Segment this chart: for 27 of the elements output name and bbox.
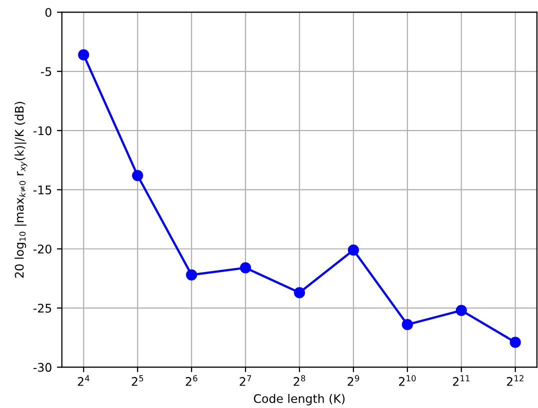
y-tick-label: -20	[33, 244, 52, 254]
x-tick-label: 2$^{10}$	[399, 375, 416, 386]
point	[132, 170, 144, 182]
x-tick-label: 2$^{4}$	[78, 375, 90, 386]
y-tick-label: -30	[33, 362, 52, 372]
x-tick-label: 2$^{12}$	[506, 375, 524, 386]
point	[456, 304, 467, 316]
point	[186, 269, 198, 280]
x-axis-title: Code length (K)	[254, 394, 345, 406]
point	[240, 262, 252, 274]
point	[294, 287, 306, 298]
x-tick-label: 2$^{9}$	[348, 375, 360, 386]
point	[402, 319, 413, 330]
y-tick-label: -5	[40, 67, 52, 76]
x-tick-label: 2$^{5}$	[132, 375, 144, 386]
x-tick-label: 2$^{8}$	[294, 375, 306, 386]
x-tick-label: 2$^{7}$	[240, 375, 252, 386]
y-axis-title: 20 log$_{10}$ |max$_{k≠0}$ r$_{xy}$(k)|/K (dB)	[14, 102, 28, 278]
point	[78, 49, 90, 60]
point	[510, 336, 521, 348]
x-tick-label: 2$^{11}$	[452, 375, 470, 386]
point	[348, 244, 359, 256]
y-tick-label: -15	[33, 186, 52, 194]
y-tick-label: 0	[45, 8, 52, 17]
x-tick-label: 2$^{6}$	[186, 375, 198, 386]
y-tick-label: -10	[33, 126, 52, 136]
y-tick-label: -25	[33, 304, 52, 313]
